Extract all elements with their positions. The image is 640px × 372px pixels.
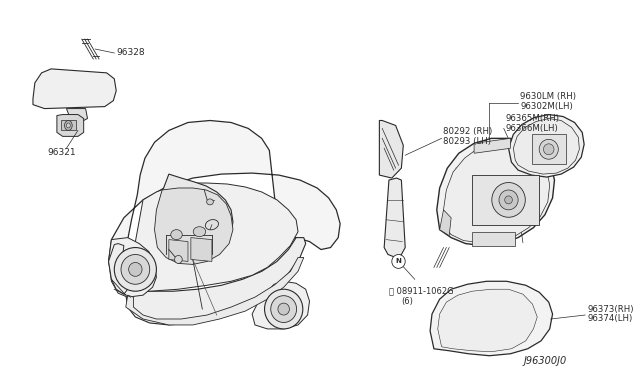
Text: 96321: 96321 (47, 148, 76, 157)
Text: 96366M(LH): 96366M(LH) (506, 124, 559, 133)
Ellipse shape (115, 247, 156, 291)
Text: N: N (396, 259, 401, 264)
Polygon shape (109, 244, 128, 294)
Circle shape (392, 254, 405, 268)
Ellipse shape (65, 121, 72, 131)
Text: (6): (6) (401, 296, 413, 306)
Polygon shape (474, 138, 511, 153)
Polygon shape (513, 119, 579, 174)
Ellipse shape (67, 123, 70, 128)
Text: J96300J0: J96300J0 (524, 356, 567, 366)
Polygon shape (440, 210, 451, 235)
Text: 96328: 96328 (116, 48, 145, 57)
FancyBboxPatch shape (531, 134, 566, 164)
Ellipse shape (175, 256, 182, 263)
Polygon shape (509, 115, 584, 177)
Polygon shape (61, 121, 76, 131)
Polygon shape (430, 281, 552, 356)
Polygon shape (436, 138, 554, 246)
Text: 9630LM (RH): 9630LM (RH) (520, 92, 576, 101)
Polygon shape (154, 188, 233, 264)
Text: Ⓝ 08911-1062G: Ⓝ 08911-1062G (389, 287, 454, 296)
Polygon shape (169, 240, 188, 262)
Ellipse shape (492, 183, 525, 217)
Polygon shape (156, 174, 233, 259)
Polygon shape (191, 238, 212, 262)
Ellipse shape (543, 144, 554, 155)
Text: 96365M(RH): 96365M(RH) (506, 114, 560, 123)
Polygon shape (384, 178, 405, 257)
Text: 80293 (LH): 80293 (LH) (444, 137, 492, 146)
Text: 96302M(LH): 96302M(LH) (520, 102, 573, 111)
Ellipse shape (278, 303, 289, 315)
Polygon shape (444, 143, 550, 243)
Polygon shape (380, 121, 403, 178)
Ellipse shape (207, 199, 213, 205)
Polygon shape (109, 238, 156, 297)
Polygon shape (67, 109, 88, 122)
Polygon shape (126, 238, 306, 325)
Polygon shape (109, 121, 340, 294)
Polygon shape (33, 69, 116, 109)
Ellipse shape (271, 296, 296, 323)
Ellipse shape (171, 230, 182, 240)
Polygon shape (57, 115, 84, 137)
Ellipse shape (193, 227, 205, 237)
Text: 80292 (RH): 80292 (RH) (444, 127, 493, 136)
Ellipse shape (129, 262, 142, 276)
Ellipse shape (121, 254, 150, 284)
Ellipse shape (539, 140, 558, 159)
FancyBboxPatch shape (472, 232, 515, 246)
Polygon shape (126, 183, 298, 294)
FancyBboxPatch shape (472, 175, 539, 225)
Text: 96373(RH): 96373(RH) (587, 305, 634, 314)
Ellipse shape (505, 196, 513, 204)
Polygon shape (252, 281, 310, 329)
Polygon shape (126, 257, 304, 325)
Ellipse shape (499, 190, 518, 210)
Ellipse shape (264, 289, 303, 329)
Polygon shape (438, 289, 537, 352)
Text: 96374(LH): 96374(LH) (587, 314, 632, 324)
